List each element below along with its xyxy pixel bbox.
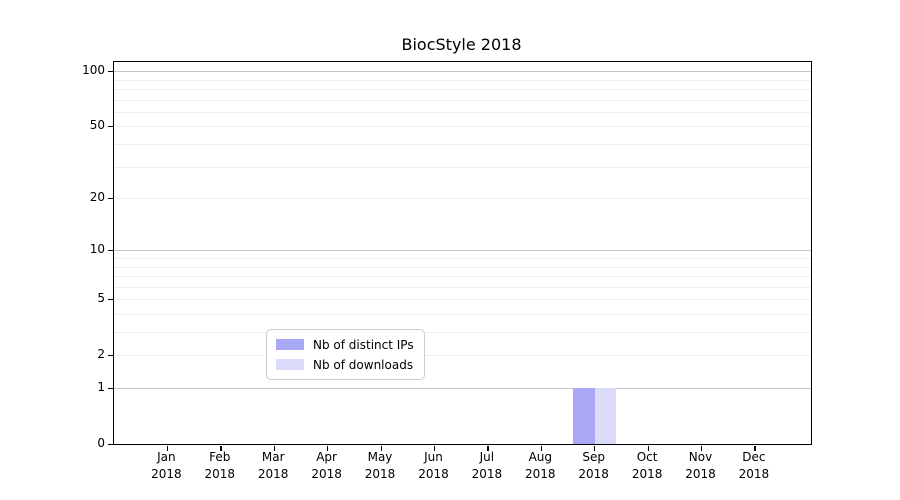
x-tick [647,445,649,451]
y-axis-labels: 0 1 2 5 10 20 50 100 [50,61,105,450]
x-tick-label-line: Nov [688,450,713,464]
x-tick-label-line: Jan [157,450,176,464]
x-tick-label-line: May [367,450,393,464]
x-tick-label: Aug 2018 [508,449,572,483]
x-tick-label: Dec 2018 [722,449,786,483]
x-tick-label-line: Sep [582,450,605,464]
y-gridline-minor [114,332,811,333]
y-gridline-minor [114,143,811,145]
x-tick [434,445,436,451]
x-tick-label-line: Mar [261,450,285,464]
x-tick [220,445,222,451]
y-gridline-minor [114,198,811,199]
y-gridline-minor [114,111,811,113]
y-tick [107,298,113,300]
x-tick-label-line: Jun [424,450,443,464]
y-gridline-minor [114,276,811,277]
y-tick [107,387,113,389]
y-gridline-minor [114,88,811,90]
y-gridline-minor [114,313,811,315]
x-tick-label-line: 2018 [204,467,236,481]
y-gridline-minor [114,99,811,101]
legend-item-distinct-ips: Nb of distinct IPs [276,336,414,353]
y-tick [107,197,113,199]
y-gridline-minor [114,355,811,357]
x-tick [166,445,169,451]
legend-label-distinct-ips: Nb of distinct IPs [313,337,414,352]
y-tick [107,125,113,128]
y-gridline-minor [114,79,811,81]
x-tick-label: Sep 2018 [562,449,626,483]
bar-distinct-ips [573,388,595,444]
legend-swatch-downloads [276,359,304,370]
x-tick-label-line: Aug [528,450,553,464]
legend: Nb of distinct IPs Nb of downloads [266,329,425,380]
chart-title: BiocStyle 2018 [401,35,522,54]
y-gridline-major [114,388,811,389]
x-tick-label: Mar 2018 [241,449,305,483]
legend-swatch-distinct-ips [276,339,304,350]
x-tick-label: Oct 2018 [615,449,679,483]
y-tick-label: 1 [97,380,105,394]
x-tick-label-line: 2018 [578,467,609,481]
x-tick [594,445,596,451]
x-tick-label: Nov 2018 [669,449,733,483]
y-gridline-minor [114,266,811,268]
x-tick-label: Feb 2018 [188,449,252,483]
x-tick [273,445,275,451]
y-gridline-major [114,250,811,252]
x-tick-label-line: 2018 [364,467,396,481]
x-axis-labels: Jan 2018 Feb 2018 Mar 2018 Apr 2018 May 2018 Jun 20… [113,449,810,489]
y-tick-label: 0 [97,436,105,450]
y-gridline-minor [114,126,811,128]
legend-label-downloads: Nb of downloads [313,357,414,372]
y-tick-label: 5 [97,291,105,306]
y-tick [107,249,113,251]
x-tick-label-line: Dec [742,450,766,464]
x-tick-label: Jul 2018 [455,449,519,483]
x-tick-label-line: 2018 [151,467,182,481]
x-tick-label-line: 2018 [311,467,342,481]
x-tick-label: May 2018 [348,449,412,483]
x-tick [327,445,329,451]
legend-item-downloads: Nb of downloads [276,356,414,373]
y-tick-label: 20 [89,190,105,204]
x-tick [487,445,489,451]
y-tick-label: 10 [89,242,105,257]
y-gridline-minor [114,257,811,259]
x-tick [540,445,543,451]
y-tick [107,70,113,72]
x-tick-label: Jan 2018 [134,449,198,483]
y-tick-label: 100 [82,63,105,78]
x-tick [701,445,703,451]
x-tick-label-line: 2018 [685,467,716,481]
x-tick-label-line: 2018 [631,467,663,481]
y-gridline-minor [114,299,811,301]
x-tick-label-line: 2018 [418,467,449,481]
y-tick [107,443,113,445]
y-gridline-minor [114,166,811,168]
y-gridline-major [114,71,811,73]
x-tick-label: Apr 2018 [295,449,359,483]
y-tick-label: 2 [97,347,105,362]
x-tick-label-line: 2018 [738,467,770,481]
y-tick-label: 50 [89,118,105,133]
x-tick-label-line: Apr [316,450,337,464]
x-tick-label-line: 2018 [471,467,503,481]
x-tick-label-line: 2018 [257,467,289,481]
x-tick-label-line: 2018 [525,467,556,481]
x-tick-label: Jun 2018 [402,449,466,483]
x-tick [754,445,756,451]
bar-downloads [594,388,617,444]
x-tick [380,445,382,451]
y-gridline-minor [114,286,811,288]
plot-area [107,61,812,451]
x-tick-label-line: Jul [479,450,495,464]
x-tick-label-line: Oct [636,450,658,464]
x-tick-label-line: Feb [209,450,231,464]
y-tick [107,354,113,356]
